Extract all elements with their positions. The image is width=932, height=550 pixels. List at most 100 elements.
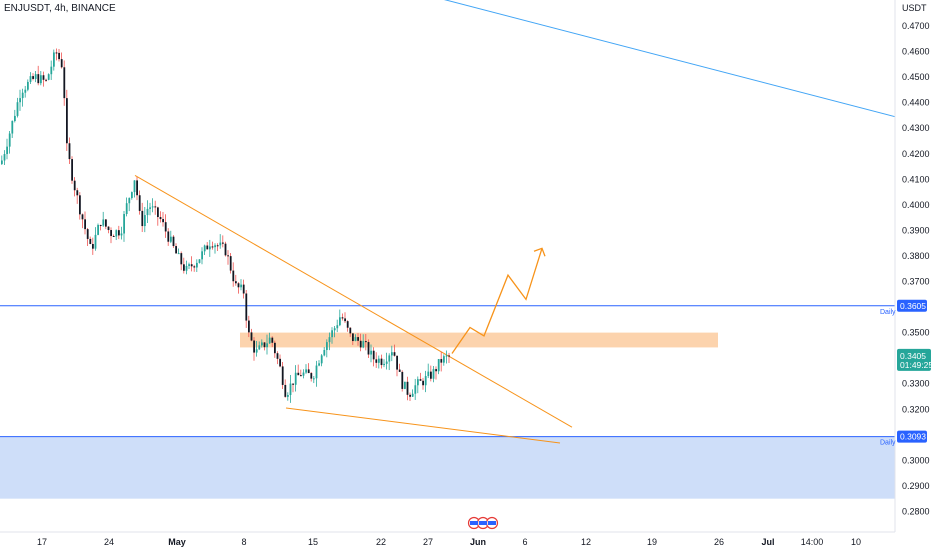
- candle-body: [21, 92, 24, 99]
- candle-body: [110, 230, 112, 237]
- support-daily-label: Daily: [880, 440, 896, 447]
- candle-body: [6, 146, 8, 155]
- candle-body: [53, 52, 55, 67]
- candle-body: [313, 378, 315, 380]
- price-tick-label: 0.4400: [902, 98, 930, 108]
- candle-body: [128, 198, 131, 204]
- candle-body: [206, 245, 209, 250]
- candle-body: [235, 281, 237, 284]
- candle-body: [164, 222, 167, 232]
- candle-body: [331, 330, 333, 338]
- long-downtrend-line[interactable]: [428, 0, 896, 118]
- time-tick-label: 17: [37, 537, 47, 547]
- price-axis-ticks: 0.4700 0.4600 0.4500 0.4400 0.4300 0.4200 0.41…: [902, 21, 930, 516]
- candle-body: [14, 115, 16, 122]
- candle-body: [55, 52, 58, 54]
- candle-body: [180, 253, 183, 265]
- support-price-text: 0.3093: [900, 432, 926, 442]
- candle-body: [255, 349, 258, 353]
- wedge-lower-trendline[interactable]: [285, 407, 561, 444]
- time-axis-ticks: 17 24 May 8 15 22 27 Jun 6 12 19 26 Jul 14:00 10: [37, 537, 861, 547]
- price-tick-label: 0.3300: [902, 379, 930, 389]
- candle-body: [287, 395, 289, 397]
- candle-body: [344, 318, 346, 322]
- candle-body: [349, 327, 352, 334]
- candle-body: [232, 270, 235, 282]
- candle-body: [112, 236, 115, 238]
- candle-body: [448, 355, 450, 357]
- candle-body: [133, 180, 136, 193]
- candle-body: [318, 363, 320, 366]
- candle-body: [146, 208, 149, 216]
- candle-body: [411, 393, 414, 397]
- candle-body: [326, 342, 328, 350]
- candle-body: [167, 231, 170, 242]
- candle-body: [50, 66, 53, 75]
- time-tick-label: 24: [104, 537, 114, 547]
- candle-body: [209, 246, 211, 250]
- projected-path-arrowhead: [533, 247, 546, 257]
- candle-body: [8, 133, 11, 147]
- candle-body: [188, 264, 190, 266]
- candle-body: [60, 59, 63, 68]
- candle-body: [424, 376, 427, 386]
- candle-body: [248, 320, 250, 333]
- candle-body: [279, 358, 281, 367]
- candle-body: [237, 283, 240, 288]
- candle-body: [24, 89, 27, 93]
- candle-body: [42, 75, 45, 80]
- candle-body: [16, 102, 19, 116]
- candle-body: [105, 219, 107, 227]
- candle-body: [435, 369, 437, 372]
- candle-body: [34, 74, 37, 79]
- time-tick-label: 14:00: [801, 537, 824, 547]
- candle-body: [115, 230, 118, 237]
- time-tick-label: 19: [647, 537, 657, 547]
- time-tick-label: 22: [376, 537, 386, 547]
- candle-body: [281, 366, 284, 385]
- candle-body: [245, 293, 248, 321]
- candle-body: [391, 352, 393, 356]
- candle-body: [86, 229, 89, 239]
- candle-body: [58, 52, 60, 60]
- candle-body: [154, 206, 157, 208]
- candle-body: [417, 379, 419, 386]
- candle-body: [162, 219, 164, 223]
- candle-body: [305, 369, 307, 373]
- candle-body: [430, 371, 432, 379]
- candle-body: [40, 75, 42, 84]
- candle-body: [227, 255, 229, 257]
- candle-body: [352, 333, 354, 342]
- candle-body: [367, 342, 370, 355]
- candle-body: [81, 214, 84, 220]
- candle-body: [144, 215, 146, 227]
- candle-body: [333, 328, 336, 331]
- candle-body: [151, 206, 154, 208]
- candle-body: [315, 365, 318, 379]
- candle-body: [172, 236, 175, 247]
- candle-body: [32, 76, 34, 79]
- candle-body: [123, 214, 125, 234]
- demand-zone: [0, 436, 895, 499]
- candle-body: [398, 369, 401, 372]
- candle-body: [107, 226, 110, 231]
- symbol-title[interactable]: ENJUSDT, 4h, BINANCE: [4, 3, 116, 14]
- candle-body: [302, 372, 305, 376]
- candle-body: [219, 242, 222, 246]
- economic-events-icons[interactable]: [467, 516, 499, 530]
- price-tick-label: 0.2800: [902, 506, 930, 516]
- price-tick-label: 0.4200: [902, 149, 930, 159]
- candle-body: [419, 379, 422, 381]
- candle-body: [159, 217, 162, 220]
- price-tick-label: 0.4000: [902, 200, 930, 210]
- support-price-tag: [897, 430, 927, 443]
- time-tick-label: 26: [714, 537, 724, 547]
- candle-body: [284, 384, 287, 397]
- candle-body: [437, 359, 440, 372]
- price-tick-label: 0.4700: [902, 21, 930, 31]
- candle-body: [27, 81, 29, 90]
- candle-body: [131, 192, 133, 199]
- candle-body: [141, 210, 144, 227]
- wedge-upper-trendline[interactable]: [134, 175, 573, 428]
